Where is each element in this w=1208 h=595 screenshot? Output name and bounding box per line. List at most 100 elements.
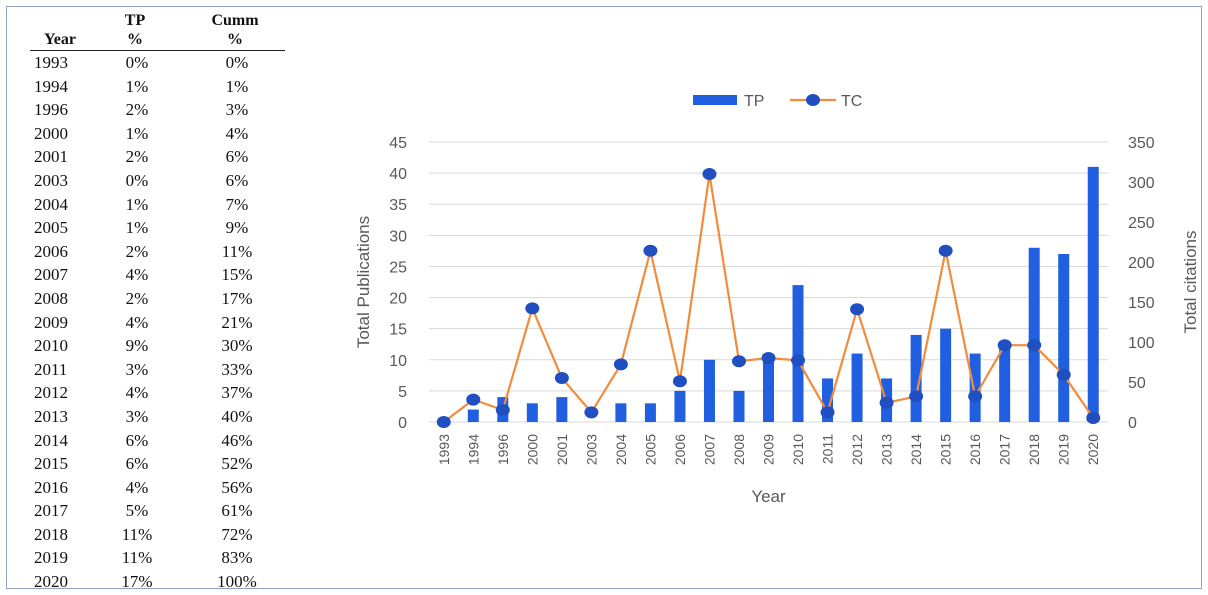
cell-tp: 6%	[125, 454, 149, 474]
cell-tp: 1%	[125, 218, 149, 238]
x-tick-label: 2003	[583, 434, 599, 465]
cell-cumm: 3%	[225, 100, 249, 120]
point-tc	[436, 416, 451, 428]
cell-cumm: 30%	[221, 336, 253, 356]
cell-year: 2020	[34, 572, 68, 592]
cell-tp: 3%	[125, 406, 149, 426]
x-tick-label: 1994	[465, 434, 481, 465]
point-tc	[820, 406, 835, 419]
legend-swatch-tp	[693, 95, 737, 105]
bar-tp	[615, 403, 627, 422]
point-tc	[466, 393, 481, 406]
x-axis-title: Year	[751, 487, 786, 506]
cell-tp: 17%	[121, 572, 153, 592]
x-tick-label: 2017	[997, 434, 1013, 465]
cell-year: 2008	[34, 288, 68, 308]
legend-label-tp: TP	[744, 93, 764, 110]
y2-tick-label: 100	[1128, 335, 1155, 352]
header-tp: TP	[124, 12, 146, 29]
cell-tp: 11%	[121, 548, 153, 568]
bar-tp	[644, 403, 656, 422]
bar-tp	[733, 390, 745, 422]
x-tick-label: 2014	[908, 434, 924, 465]
bar-tp	[763, 359, 774, 422]
y2-tick-label: 50	[1128, 375, 1146, 392]
cell-tp: 1%	[125, 123, 149, 143]
bar-tp	[969, 353, 981, 422]
cell-tp: 1%	[125, 194, 149, 214]
cell-cumm: 7%	[225, 194, 249, 214]
header-cumm: Cumm	[211, 12, 259, 29]
table-row: 2008 2% 17%	[30, 287, 285, 311]
table-row: 2017 5% 61%	[30, 499, 285, 523]
point-tc	[702, 168, 717, 180]
x-tick-label: 2020	[1085, 434, 1101, 465]
table-row: 2007 4% 15%	[30, 263, 285, 287]
cell-cumm: 46%	[221, 430, 253, 450]
cell-year: 2000	[34, 123, 68, 143]
legend-swatch-tc-marker	[806, 94, 820, 106]
cell-cumm: 4%	[225, 123, 249, 143]
cell-cumm: 100%	[217, 572, 257, 592]
cell-cumm: 56%	[221, 477, 253, 497]
cell-cumm: 1%	[225, 76, 249, 96]
point-tc	[1056, 368, 1071, 381]
x-tick-label: 2011	[820, 434, 836, 464]
cell-tp: 4%	[125, 383, 149, 403]
table-row: 2010 9% 30%	[30, 334, 285, 358]
x-tick-label: 2019	[1056, 434, 1072, 465]
x-tick-label: 2001	[554, 434, 570, 465]
table-row: 1996 2% 3%	[30, 98, 285, 122]
y-tick-label: 0	[398, 415, 407, 432]
cell-tp: 2%	[125, 100, 149, 120]
bar-tp	[1087, 166, 1099, 422]
table-row: 2006 2% 11%	[30, 240, 285, 264]
cell-year: 2010	[34, 336, 68, 356]
x-tick-label: 2016	[967, 434, 983, 465]
point-tc	[554, 372, 569, 384]
cell-year: 2004	[34, 194, 68, 214]
cell-tp: 0%	[125, 170, 149, 190]
table-row: 2018 11% 72%	[30, 523, 285, 547]
table-header: Year TP % Cumm %	[30, 8, 285, 51]
cell-tp: 11%	[121, 524, 153, 544]
cell-year: 2011	[34, 359, 68, 379]
cell-tp: 4%	[125, 265, 149, 285]
cell-tp: 5%	[125, 501, 149, 521]
point-tc	[879, 396, 894, 409]
table-row: 2014 6% 46%	[30, 429, 285, 453]
point-tc	[791, 354, 806, 367]
x-tick-label: 2006	[672, 434, 688, 465]
bar-tp	[1028, 247, 1040, 422]
y-tick-label: 25	[389, 259, 407, 276]
bar-tp	[556, 397, 568, 422]
x-tick-label: 1996	[495, 434, 511, 465]
cell-cumm: 11%	[221, 241, 253, 261]
point-tc	[997, 339, 1012, 352]
y-tick-label: 20	[389, 291, 407, 308]
cell-cumm: 9%	[225, 218, 249, 238]
bar-tp	[467, 409, 479, 422]
point-tc	[525, 302, 540, 315]
bar-tp	[999, 341, 1011, 422]
y-axis-title: Total Publications	[354, 216, 373, 348]
x-tick-label: 2005	[642, 434, 658, 465]
bar-tp	[674, 390, 686, 422]
table-body: 1993 0% 0% 1994 1% 1% 1996 2% 3% 2000 1% 4% 2001 2% 6%…	[30, 51, 285, 594]
table-row: 2009 4% 21%	[30, 311, 285, 335]
point-tc	[1086, 412, 1101, 424]
point-tc	[1027, 339, 1042, 352]
point-tc	[850, 303, 865, 316]
x-tick-label: 2010	[790, 434, 806, 465]
table-row: 2003 0% 6%	[30, 169, 285, 193]
point-tc	[613, 358, 628, 371]
point-tc	[909, 390, 924, 403]
bar-tp	[703, 359, 715, 422]
x-tick-label: 2015	[938, 434, 954, 465]
cell-year: 2007	[34, 265, 68, 285]
y2-axis-title: Total citations	[1181, 231, 1200, 334]
cell-year: 2012	[34, 383, 68, 403]
point-tc	[584, 406, 599, 419]
bar-tp	[910, 334, 922, 422]
